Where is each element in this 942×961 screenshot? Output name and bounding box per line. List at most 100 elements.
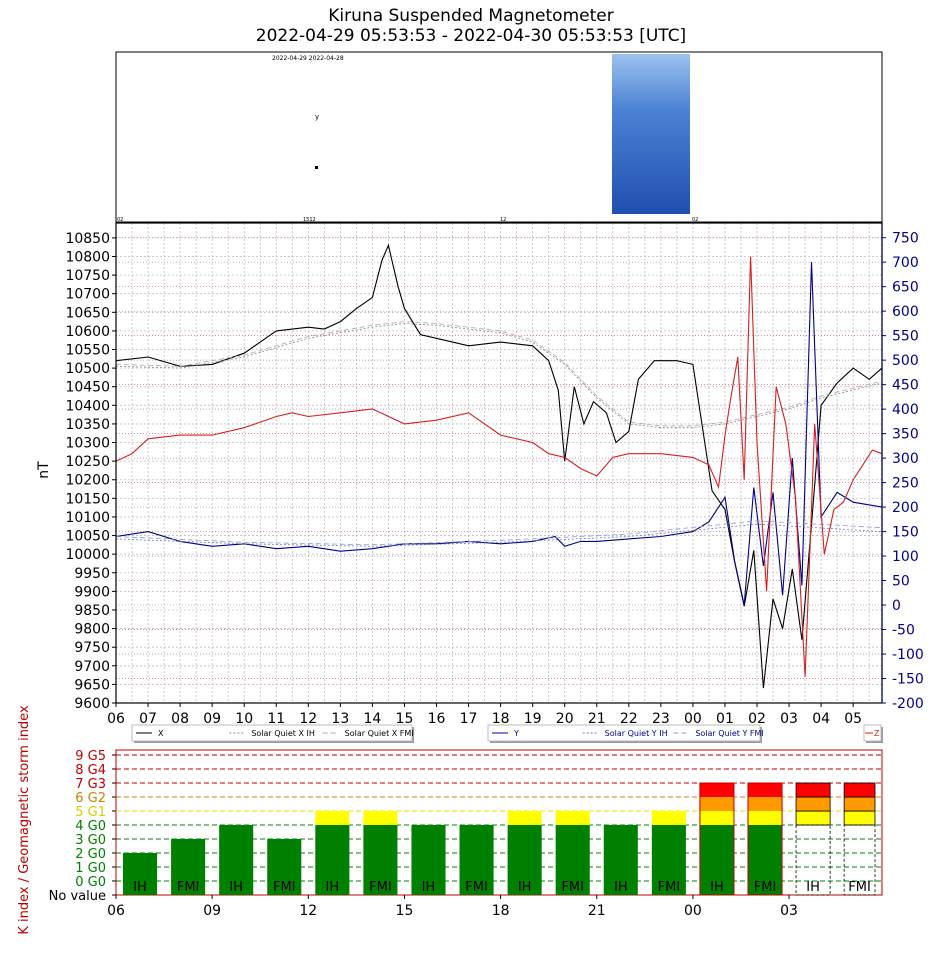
k-x-tick-label: 12 <box>299 903 317 919</box>
right-tick-label: 550 <box>892 329 919 345</box>
k-tick-label: No value <box>49 889 106 904</box>
right-tick-label: -50 <box>892 623 915 639</box>
k-bar-label: IH <box>614 880 628 895</box>
k-bar-label: IH <box>133 880 147 895</box>
right-tick-label: 750 <box>892 231 919 247</box>
left-tick-label: 9800 <box>74 622 110 638</box>
k-bar-label: FMI <box>177 880 200 895</box>
legend-label: Solar Quiet X FMI <box>345 729 414 738</box>
left-tick-label: 10550 <box>65 343 110 359</box>
k-bar-g1-segment <box>747 811 783 825</box>
left-tick-label: 10450 <box>65 380 110 396</box>
series-line-x <box>115 243 883 689</box>
k-bar-label: FMI <box>273 880 296 895</box>
k-bar-g1-segment <box>315 811 350 825</box>
k-bar-g0-segment <box>699 825 734 895</box>
k-x-tick-label: 21 <box>588 903 606 919</box>
left-tick-label: 9600 <box>74 696 110 712</box>
left-tick-label: 10100 <box>65 510 110 526</box>
k-bar: IH <box>795 782 831 896</box>
magnetometer-series <box>115 243 883 689</box>
k-bar-outline <box>747 782 783 896</box>
x-tick-label: 21 <box>588 711 606 727</box>
chart-subtitle: 2022-04-29 05:53:53 - 2022-04-30 05:53:5… <box>255 26 687 46</box>
legend-label: Solar Quiet X IH <box>251 729 315 738</box>
x-tick-label: 03 <box>780 711 798 727</box>
k-bar: IH <box>219 825 254 895</box>
x-tick-label: 20 <box>556 711 574 727</box>
k-bar-g0-segment <box>651 825 686 895</box>
k-tick-label: 9 G5 <box>75 749 106 764</box>
keogram-frame <box>115 51 883 223</box>
k-bar-g1-segment <box>651 811 686 825</box>
k-bar-label: FMI <box>848 880 871 895</box>
k-bar-g0-segment <box>267 839 302 895</box>
k-bar-base-outline <box>843 824 876 896</box>
k-bar-g0-segment <box>363 825 398 895</box>
legend-label: Z <box>874 729 880 738</box>
right-tick-label: -150 <box>892 672 924 688</box>
k-tick-label: 3 G0 <box>75 833 106 848</box>
k-bar-label: IH <box>806 880 820 895</box>
k-bar-base-outline <box>795 824 831 896</box>
k-bar-label: FMI <box>465 880 488 895</box>
y-axis-label-nt: nT <box>36 461 52 479</box>
keogram-bottom-label-0: 02 <box>117 217 123 223</box>
series-line-solar-quiet-x-fmi <box>115 321 883 427</box>
k-bar-g3-segment <box>795 782 831 798</box>
k-bar-label: FMI <box>369 880 392 895</box>
x-tick-label: 07 <box>139 711 157 727</box>
left-tick-label: 9900 <box>74 584 110 600</box>
k-tick-label: 2 G0 <box>75 847 106 862</box>
x-tick-label: 06 <box>107 711 125 727</box>
left-tick-label: 10350 <box>65 417 110 433</box>
k-x-tick-label: 00 <box>684 903 702 919</box>
k-bar-g3-segment <box>699 783 734 797</box>
k-bar-g3-segment <box>747 783 783 797</box>
right-tick-label: 450 <box>892 378 919 394</box>
k-index-panel: IH FMI IH FMI IH FMI IH FMI IH FMI IH FMI IH FMI IH FMI… <box>49 749 883 919</box>
k-bar-g1-segment <box>843 810 876 826</box>
keogram-date-text: 2022-04-29 2022-04-28 <box>272 55 344 62</box>
k-bar: FMI <box>555 811 590 895</box>
k-bar: FMI <box>459 825 494 895</box>
series-line-y <box>115 262 883 606</box>
right-tick-label: -200 <box>892 696 924 712</box>
left-tick-label: 10250 <box>65 454 110 470</box>
k-bar: IH <box>603 825 638 895</box>
left-tick-label: 10000 <box>65 547 110 563</box>
k-bar-label: IH <box>518 880 532 895</box>
k-bar-g3-segment <box>843 782 876 798</box>
right-tick-label: 400 <box>892 402 919 418</box>
k-bar: FMI <box>747 782 783 896</box>
keogram-bottom-label-1: 1512 <box>303 217 316 223</box>
right-tick-label: 100 <box>892 549 919 565</box>
k-bar-g0-segment <box>459 825 494 895</box>
k-bar-g0-segment <box>411 825 446 895</box>
x-tick-label: 17 <box>460 711 478 727</box>
k-x-tick-label: 03 <box>780 903 798 919</box>
x-tick-label: 01 <box>716 711 734 727</box>
x-tick-label: 23 <box>652 711 670 727</box>
left-tick-label: 10500 <box>65 361 110 377</box>
k-bar-label: FMI <box>754 880 777 895</box>
right-tick-label: 350 <box>892 427 919 443</box>
k-bar-g2-segment <box>747 797 783 811</box>
k-x-tick-label: 18 <box>492 903 510 919</box>
k-bar: FMI <box>171 839 206 895</box>
k-bar: FMI <box>843 782 876 896</box>
k-tick-label: 0 G0 <box>75 875 106 890</box>
x-tick-label: 04 <box>812 711 830 727</box>
x-tick-label: 11 <box>267 711 285 727</box>
k-tick-label: 6 G2 <box>75 791 106 806</box>
keogram-panel: 2022-04-29 2022-04-28 y 02 1512 12 02 <box>115 51 883 223</box>
k-bar: FMI <box>651 811 686 895</box>
series-line-z <box>115 256 883 678</box>
legend-box <box>487 724 761 742</box>
left-tick-label: 10850 <box>65 231 110 247</box>
left-tick-label: 10600 <box>65 324 110 340</box>
left-tick-label: 10300 <box>65 436 110 452</box>
left-tick-label: 10750 <box>65 268 110 284</box>
magnetometer-axes: 1085010800107501070010650106001055010500… <box>65 222 924 727</box>
